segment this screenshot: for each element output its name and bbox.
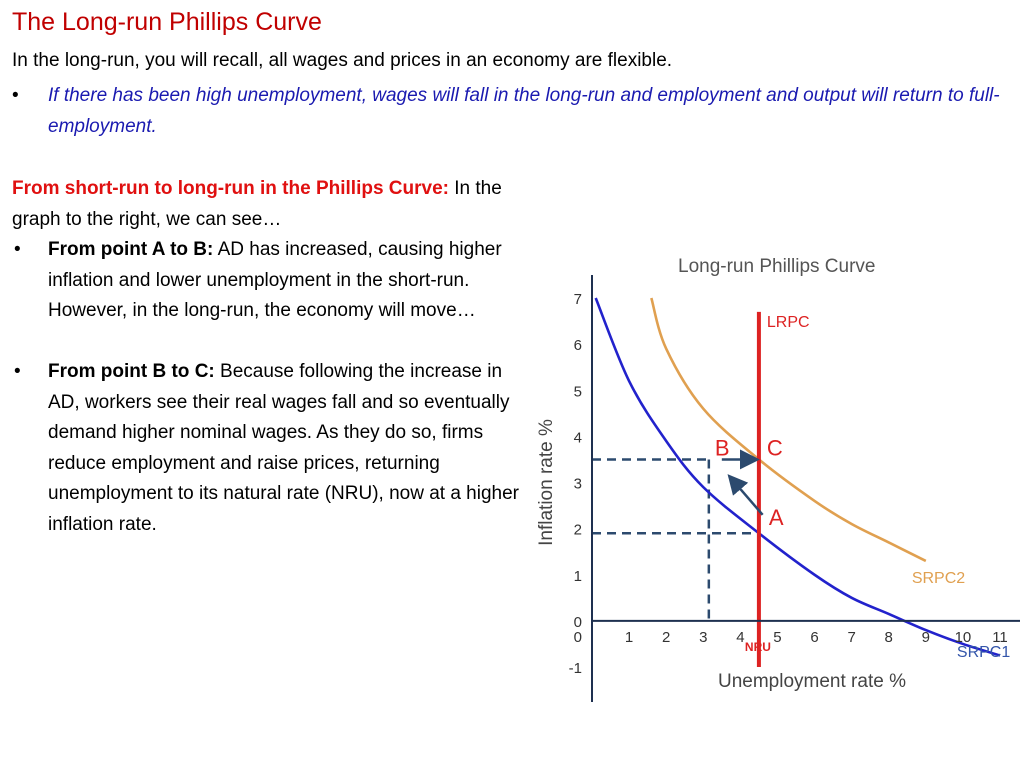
list-item: • From point A to B: AD has increased, c… xyxy=(12,235,522,327)
slide-title: The Long-run Phillips Curve xyxy=(12,8,322,36)
bullet-dot: • xyxy=(12,85,19,106)
x-tick-label: 1 xyxy=(625,629,633,646)
series-srpc1-line xyxy=(594,297,1001,657)
point-label-c: C xyxy=(767,435,783,460)
y-axis-label: Inflation rate % xyxy=(536,419,557,546)
x-tick-label: 0 xyxy=(574,629,582,646)
x-tick-label: 11 xyxy=(992,629,1008,646)
series-srpc2-line xyxy=(650,297,927,563)
x-tick-label: 6 xyxy=(810,629,818,646)
movement-arrow xyxy=(727,474,764,516)
x-axis-label: Unemployment rate % xyxy=(718,671,906,692)
x-tick-label: 4 xyxy=(736,629,744,646)
x-tick-label: 10 xyxy=(955,629,972,646)
y-tick-label: 3 xyxy=(574,476,582,493)
x-tick-label: 3 xyxy=(699,629,707,646)
srpc1-label: SRPC1 xyxy=(957,644,1010,661)
section-text: In the graph to the right, we can see… xyxy=(12,178,502,230)
nru-label: NRU xyxy=(745,640,771,654)
intro-bullet-text: If there has been high unemployment, wag… xyxy=(48,85,1000,137)
bullet-text: Because following the increase in AD, wo… xyxy=(48,360,519,535)
y-tick-label: 1 xyxy=(574,568,582,585)
y-tick-label: 2 xyxy=(574,522,582,539)
point-label-a: A xyxy=(769,505,784,530)
x-tick-label: 8 xyxy=(885,629,893,646)
bullet-dot: • xyxy=(14,239,21,261)
intro-text: In the long-run, you will recall, all wa… xyxy=(12,50,673,71)
lrpc-label: LRPC xyxy=(767,314,810,331)
chart-title: Long-run Phillips Curve xyxy=(678,256,876,277)
intro-bullet: • If there has been high unemployment, w… xyxy=(12,80,1012,142)
x-tick-label: 2 xyxy=(662,629,670,646)
bullet-bold-label: From point A to B: xyxy=(48,239,214,261)
x-tick-label: 5 xyxy=(773,629,781,646)
labels-layer: Long-run Phillips Curve LRPC SRPC2 SRPC1 A B C xyxy=(678,256,1010,661)
y-tick-label: 7 xyxy=(574,291,582,308)
srpc2-label: SRPC2 xyxy=(912,570,965,587)
axes-layer: -1 0 1 2 3 4 5 6 7 0 1 2 3 4 5 6 7 8 9 10 11 Unemployment rat… xyxy=(536,275,1020,702)
explanation-list: • From point A to B: AD has increased, c… xyxy=(12,235,522,540)
y-tick-label: 0 xyxy=(574,614,582,631)
x-tick-label: 7 xyxy=(847,629,855,646)
bullet-bold-label: From point B to C: xyxy=(48,360,215,382)
curves-layer xyxy=(594,297,1001,667)
section-paragraph: From short-run to long-run in the Philli… xyxy=(12,174,522,235)
x-tick-label: 9 xyxy=(922,629,930,646)
bullet-text: AD has increased, causing higher inflati… xyxy=(48,239,502,322)
section-heading: From short-run to long-run in the Philli… xyxy=(12,178,449,199)
y-tick-label: 5 xyxy=(574,383,582,400)
explanation-block: From short-run to long-run in the Philli… xyxy=(12,174,522,541)
y-tick-label: 4 xyxy=(574,429,582,446)
list-spacer xyxy=(12,327,522,357)
y-tick-label: -1 xyxy=(569,660,582,677)
point-label-b: B xyxy=(715,435,730,460)
guides-layer xyxy=(592,458,761,621)
y-tick-label: 6 xyxy=(574,337,582,354)
phillips-curve-chart: -1 0 1 2 3 4 5 6 7 0 1 2 3 4 5 6 7 8 9 10 11 Unemployment rat… xyxy=(536,256,1020,702)
list-item: • From point B to C: Because following t… xyxy=(12,357,522,541)
bullet-dot: • xyxy=(14,360,21,382)
